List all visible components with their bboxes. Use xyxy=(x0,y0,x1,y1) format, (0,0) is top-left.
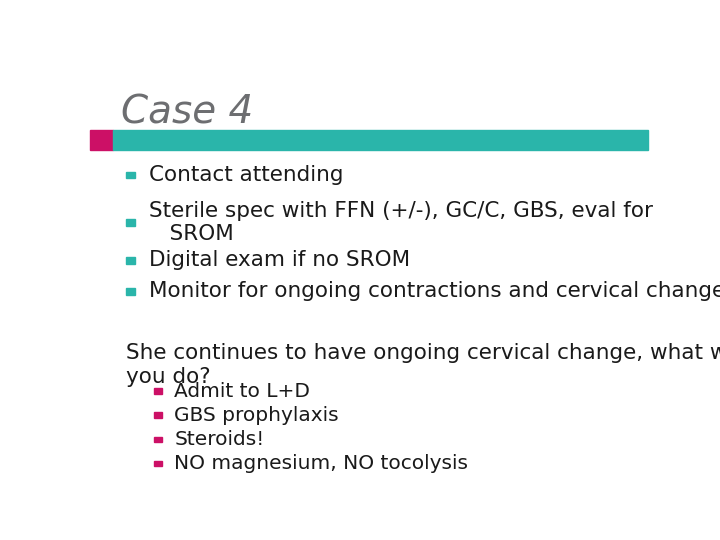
Bar xyxy=(154,436,162,442)
Text: Case 4: Case 4 xyxy=(121,94,253,132)
Bar xyxy=(126,172,135,178)
Text: Monitor for ongoing contractions and cervical change: Monitor for ongoing contractions and cer… xyxy=(149,281,720,301)
Bar xyxy=(154,413,162,418)
Text: Contact attending: Contact attending xyxy=(149,165,343,185)
Text: Sterile spec with FFN (+/-), GC/C, GBS, eval for
   SROM: Sterile spec with FFN (+/-), GC/C, GBS, … xyxy=(149,201,653,245)
Bar xyxy=(126,219,135,226)
Text: NO magnesium, NO tocolysis: NO magnesium, NO tocolysis xyxy=(174,454,468,473)
Bar xyxy=(126,288,135,295)
Bar xyxy=(126,257,135,264)
Bar xyxy=(154,461,162,467)
Bar xyxy=(154,388,162,394)
Bar xyxy=(90,130,114,150)
Text: Digital exam if no SROM: Digital exam if no SROM xyxy=(149,250,410,270)
Text: GBS prophylaxis: GBS prophylaxis xyxy=(174,406,339,425)
Bar xyxy=(114,130,648,150)
Text: Steroids!: Steroids! xyxy=(174,430,264,449)
Text: Admit to L+D: Admit to L+D xyxy=(174,382,310,401)
Text: She continues to have ongoing cervical change, what will
you do?: She continues to have ongoing cervical c… xyxy=(126,343,720,387)
